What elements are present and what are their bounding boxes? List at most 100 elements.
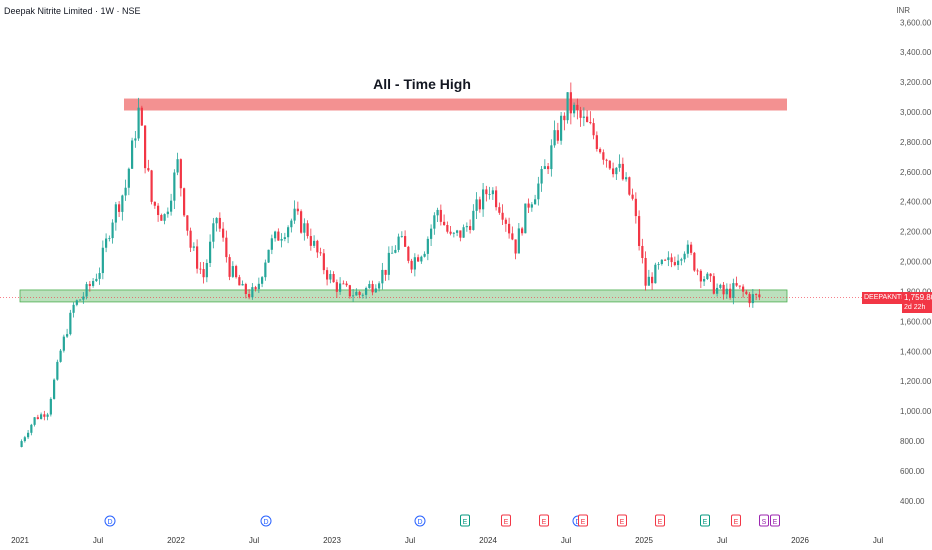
event-marker: E (501, 514, 511, 527)
candle-body (163, 214, 166, 221)
candle-body (530, 204, 533, 208)
candle-body (53, 379, 56, 399)
candle-body (556, 130, 559, 141)
bar-countdown: 2d 22h (902, 303, 932, 313)
event-label: D (417, 519, 422, 526)
x-tick-label: 2025 (635, 536, 653, 545)
candle-body (605, 159, 608, 161)
y-tick-label: 1,000.00 (900, 407, 932, 416)
candle-body (521, 228, 524, 234)
candle-body (586, 116, 589, 123)
candle-body (316, 240, 319, 253)
candle-body (400, 236, 403, 237)
candle-body (27, 432, 30, 438)
candle-body (202, 269, 205, 278)
candle-body (680, 259, 683, 261)
candle-body (212, 223, 215, 242)
event-label: E (658, 519, 663, 526)
x-tick-label: Jul (873, 536, 883, 545)
candle-body (215, 217, 218, 224)
candle-body (241, 284, 244, 286)
candle-body (36, 417, 39, 419)
candle-body (748, 294, 751, 304)
candle-body (358, 291, 361, 296)
candle-body (738, 285, 741, 287)
candle-body (742, 286, 745, 292)
candle-body (189, 230, 192, 248)
candle-body (381, 269, 384, 284)
last-price-tag: DEEPAKNTR 1,759.80 2d 22h (862, 292, 932, 314)
y-tick-label: 3,400.00 (900, 48, 932, 57)
event-marker: E (770, 514, 780, 527)
candle-body (670, 257, 673, 263)
candle-body (82, 296, 85, 300)
candle-body (430, 228, 433, 239)
candle-body (108, 238, 111, 239)
candle-body (410, 260, 413, 270)
candle-body (69, 312, 72, 335)
annotation-zones: All - Time High (0, 76, 862, 303)
candle-body (582, 116, 585, 118)
candle-body (391, 252, 394, 254)
candle-body (43, 414, 46, 417)
candle-body (491, 190, 494, 195)
candle-body (179, 159, 182, 189)
candle-body (566, 92, 569, 121)
event-label: E (734, 519, 739, 526)
candle-body (287, 227, 290, 238)
candle-body (452, 232, 455, 234)
candle-body (235, 266, 238, 278)
candle-body (46, 414, 49, 417)
candle-body (342, 283, 345, 285)
candle-body (436, 209, 439, 216)
candle-body (472, 210, 475, 230)
candle-body (673, 262, 676, 266)
candle-body (322, 253, 325, 271)
y-tick-label: 2,600.00 (900, 168, 932, 177)
candle-body (160, 215, 163, 221)
candle-body (407, 246, 410, 261)
y-tick-label: 1,800.00 (900, 287, 932, 296)
dividend-icon (414, 515, 426, 527)
candle-body (85, 284, 88, 297)
candle-body (176, 159, 179, 173)
candle-body (664, 259, 667, 261)
earnings-icon (617, 514, 627, 527)
candle-body (579, 110, 582, 118)
candle-body (699, 270, 702, 282)
event-label: E (620, 519, 625, 526)
candle-body (166, 211, 169, 215)
candle-body (150, 170, 153, 202)
resistance-zone (124, 98, 787, 111)
candle-body (313, 240, 316, 246)
candle-body (469, 226, 472, 230)
candle-body (332, 274, 335, 283)
candle-body (511, 233, 514, 240)
candle-body (569, 92, 572, 114)
candle-body (397, 236, 400, 250)
candle-body (348, 285, 351, 297)
y-tick-label: 3,200.00 (900, 78, 932, 87)
candle-body (615, 167, 618, 175)
candle-body (693, 252, 696, 271)
candle-body (745, 291, 748, 295)
candle-body (690, 244, 693, 253)
x-tick-label: Jul (717, 536, 727, 545)
event-label: S (762, 519, 767, 526)
candle-body (326, 270, 329, 280)
candle-body (62, 336, 65, 351)
candle-body (514, 239, 517, 254)
candle-body (209, 241, 212, 263)
candle-body (527, 203, 530, 208)
candle-body (92, 281, 95, 286)
candle-body (368, 284, 371, 289)
y-tick-label: 3,600.00 (900, 18, 932, 27)
chart-title: Deepak Nitrite Limited · 1W · NSE (4, 6, 141, 16)
candle-body (59, 350, 62, 362)
candle-body (352, 295, 355, 297)
candle-body (79, 299, 82, 301)
candle-body (628, 177, 631, 195)
candle-body (456, 230, 459, 233)
y-tick-label: 1,600.00 (900, 317, 932, 326)
